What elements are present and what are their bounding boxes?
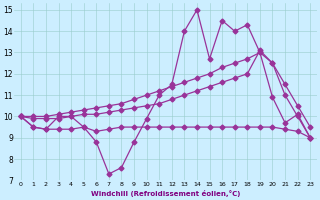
X-axis label: Windchill (Refroidissement éolien,°C): Windchill (Refroidissement éolien,°C) bbox=[91, 190, 240, 197]
